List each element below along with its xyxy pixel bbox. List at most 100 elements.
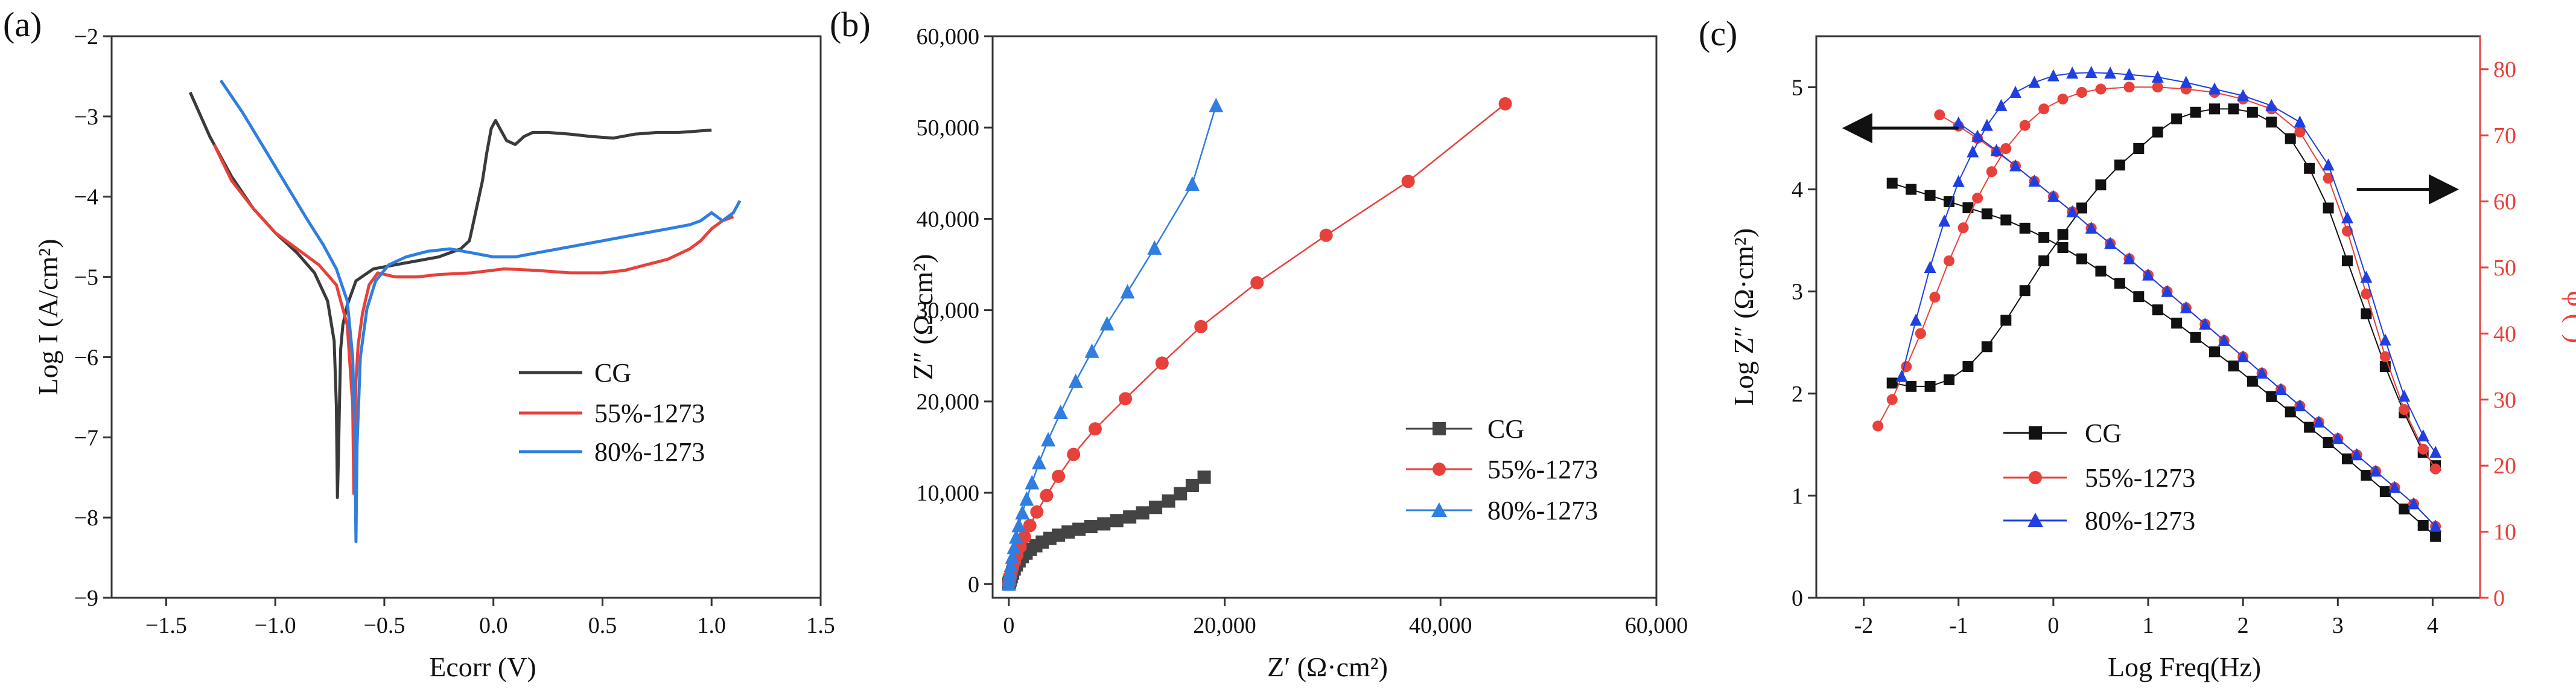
data-point-cg bbox=[1084, 520, 1098, 534]
magnitude-point-80-1273 bbox=[2066, 205, 2079, 217]
phase-point-80-1273 bbox=[1938, 214, 1951, 227]
data-point-80-1273 bbox=[1209, 97, 1224, 112]
data-point-80-1273 bbox=[1002, 565, 1017, 580]
panel-c-y2label: φ (°) bbox=[2562, 290, 2576, 343]
phase-point-cg bbox=[1886, 377, 1898, 389]
y2-tick-label: 70 bbox=[2493, 123, 2516, 149]
phase-point-cg bbox=[2133, 143, 2145, 154]
phase-point-80-1273 bbox=[2379, 333, 2391, 346]
phase-point-55-1273 bbox=[2294, 126, 2306, 138]
magnitude-point-cg bbox=[2076, 253, 2087, 264]
legend-marker-80-c bbox=[2027, 513, 2043, 527]
phase-point-80-1273 bbox=[2009, 86, 2021, 98]
x-tick-label: -2 bbox=[1854, 613, 1874, 638]
phase-line-55-1273 bbox=[1877, 86, 2436, 470]
x-tick-label: −0.5 bbox=[363, 613, 405, 638]
legend-label-80-c: 80%-1273 bbox=[2085, 506, 2195, 536]
phase-point-cg bbox=[2342, 255, 2353, 266]
magnitude-point-cg bbox=[2209, 346, 2220, 357]
y-tick-label: −4 bbox=[74, 185, 98, 210]
phase-point-80-1273 bbox=[1952, 175, 1965, 187]
phase-point-55-1273 bbox=[1915, 328, 1926, 339]
magnitude-point-cg bbox=[2228, 360, 2239, 372]
phase-point-55-1273 bbox=[2057, 93, 2069, 104]
data-point-80-1273 bbox=[1068, 373, 1083, 388]
panel-b-ylabel: Z″ (Ω·cm²) bbox=[908, 254, 938, 380]
phase-point-55-1273 bbox=[2323, 173, 2334, 184]
legend-label-cg-c: CG bbox=[2085, 418, 2122, 448]
legend-label-cg-b: CG bbox=[1487, 414, 1524, 444]
legend-label-cg-a: CG bbox=[594, 358, 631, 388]
magnitude-point-cg bbox=[1906, 184, 1917, 195]
magnitude-point-cg bbox=[2095, 265, 2107, 277]
phase-point-cg bbox=[2171, 113, 2183, 124]
y-tick-label: 4 bbox=[1792, 178, 1803, 203]
legend-marker-cg-b bbox=[1433, 422, 1446, 435]
data-point-80-1273 bbox=[1147, 240, 1162, 255]
panel-label-a: (a) bbox=[3, 5, 42, 44]
phase-point-80-1273 bbox=[1967, 145, 1979, 158]
x-tick-label: 1.5 bbox=[806, 613, 835, 638]
data-point-55-1273 bbox=[1401, 175, 1415, 188]
y-tick-label: 0 bbox=[1792, 586, 1803, 611]
phase-point-cg bbox=[1906, 380, 1917, 392]
phase-point-55-1273 bbox=[2430, 463, 2441, 475]
y-tick-label: 30,000 bbox=[917, 298, 980, 324]
data-point-80-1273 bbox=[1084, 343, 1099, 358]
phase-point-80-1273 bbox=[1980, 118, 1993, 131]
magnitude-point-cg bbox=[2152, 304, 2163, 316]
phase-point-55-1273 bbox=[2076, 87, 2087, 98]
magnitude-point-cg bbox=[1924, 190, 1936, 201]
phase-point-80-1273 bbox=[2237, 89, 2250, 101]
magnitude-point-80-1273 bbox=[2294, 399, 2306, 412]
x-tick-label: 60,000 bbox=[1625, 613, 1688, 638]
magnitude-point-cg bbox=[2057, 242, 2069, 254]
plot-frame bbox=[110, 35, 822, 599]
magnitude-point-cg bbox=[2190, 331, 2201, 343]
magnitude-point-80-1273 bbox=[2085, 221, 2097, 234]
magnitude-point-80-1273 bbox=[2388, 481, 2401, 493]
y2-tick-label: 60 bbox=[2493, 190, 2516, 215]
panel-label-c: (c) bbox=[1699, 14, 1737, 53]
phase-point-55-1273 bbox=[1929, 292, 1941, 303]
magnitude-point-80-1273 bbox=[1952, 116, 1965, 129]
magnitude-point-cg bbox=[2133, 291, 2145, 303]
data-point-55-1273 bbox=[1319, 228, 1333, 242]
magnitude-point-80-1273 bbox=[2429, 519, 2442, 532]
data-point-80-1273 bbox=[1099, 316, 1115, 331]
phase-point-55-1273 bbox=[1872, 420, 1884, 432]
magnitude-point-80-1273 bbox=[2312, 415, 2325, 428]
phase-point-cg bbox=[2076, 202, 2087, 214]
data-point-80-1273 bbox=[1003, 557, 1019, 572]
y2-tick-label: 20 bbox=[2493, 453, 2516, 479]
phase-point-55-1273 bbox=[2000, 143, 2012, 154]
data-point-80-1273 bbox=[1185, 176, 1200, 191]
y2-tick-label: 50 bbox=[2493, 255, 2516, 281]
x-tick-label: −1.0 bbox=[255, 613, 296, 638]
phase-point-80-1273 bbox=[2360, 271, 2373, 283]
panel-a-ticks: −1.5 −1.0 −0.5 0.0 0.5 1.0 1.5 −9 −8 −7 −6 −5 −4 −3 −2 bbox=[74, 24, 835, 638]
data-point-80-1273 bbox=[1007, 539, 1022, 554]
magnitude-point-80-1273 bbox=[2275, 383, 2287, 396]
y-tick-label: 1 bbox=[1792, 484, 1803, 509]
magnitude-point-80-1273 bbox=[2142, 268, 2154, 281]
phase-point-cg bbox=[1962, 361, 1974, 373]
data-point-cg bbox=[1185, 479, 1199, 492]
phase-point-cg bbox=[2019, 285, 2031, 296]
legend-marker-cg-c bbox=[2029, 426, 2042, 440]
data-point-55-1273 bbox=[1155, 356, 1169, 370]
x-tick-label: 20,000 bbox=[1193, 613, 1256, 638]
x-tick-label: 0 bbox=[2047, 613, 2059, 638]
magnitude-point-80-1273 bbox=[2237, 350, 2250, 362]
legend-marker-55-c bbox=[2029, 471, 2042, 484]
y2-tick-label: 10 bbox=[2493, 520, 2516, 545]
legend-label-80-b: 80%-1273 bbox=[1487, 496, 1598, 525]
y-tick-label: −2 bbox=[74, 24, 98, 50]
series-line-55-1273 bbox=[1008, 103, 1506, 585]
series-line-55-1273 bbox=[212, 144, 734, 495]
magnitude-point-80-1273 bbox=[2009, 159, 2021, 171]
y-tick-label: −8 bbox=[74, 505, 98, 531]
data-point-55-1273 bbox=[1250, 276, 1264, 290]
magnitude-point-55-1273 bbox=[1934, 109, 1945, 121]
